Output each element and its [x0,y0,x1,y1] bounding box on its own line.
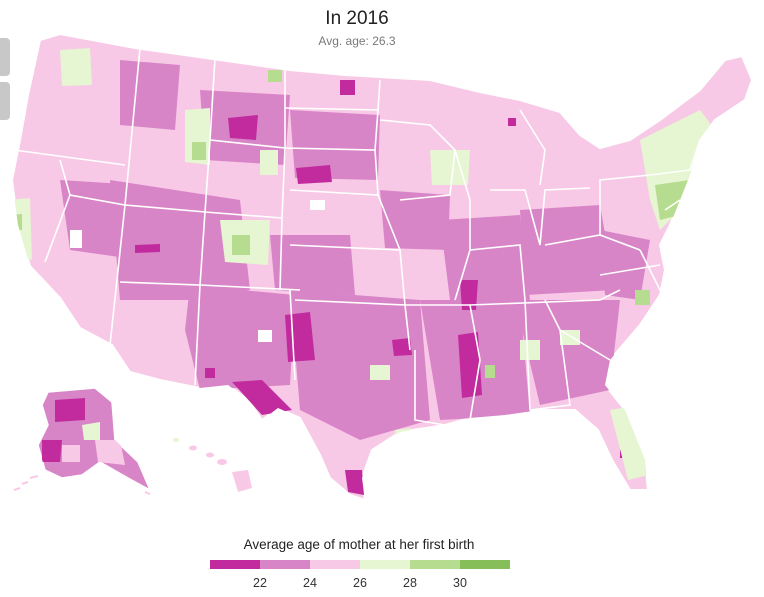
legend-swatch-3 [310,560,360,569]
legend-title: Average age of mother at her first birth [243,537,475,552]
hawaii [173,438,252,492]
legend-tick-26: 26 [353,576,367,590]
legend-color-scale [210,560,510,569]
panel-tab-2[interactable] [0,82,10,120]
legend-tick-30: 30 [453,576,467,590]
legend-tick-28: 28 [403,576,417,590]
state-borders [13,47,716,426]
map-subtitle: Avg. age: 26.3 [318,34,396,48]
alaska-patches [42,398,125,465]
legend-tick-24: 24 [303,576,317,590]
map-title: In 2016 [325,8,389,29]
county-patches [12,48,730,495]
legend-swatch-5 [410,560,460,569]
legend-swatch-4 [360,560,410,569]
legend-tick-22: 22 [253,576,267,590]
panel-tab-1[interactable] [0,38,10,76]
legend-swatch-6 [460,560,510,569]
legend-swatch-2 [260,560,310,569]
choropleth-map [10,32,754,502]
alaska-islands [13,475,151,495]
legend-swatch-1 [210,560,260,569]
